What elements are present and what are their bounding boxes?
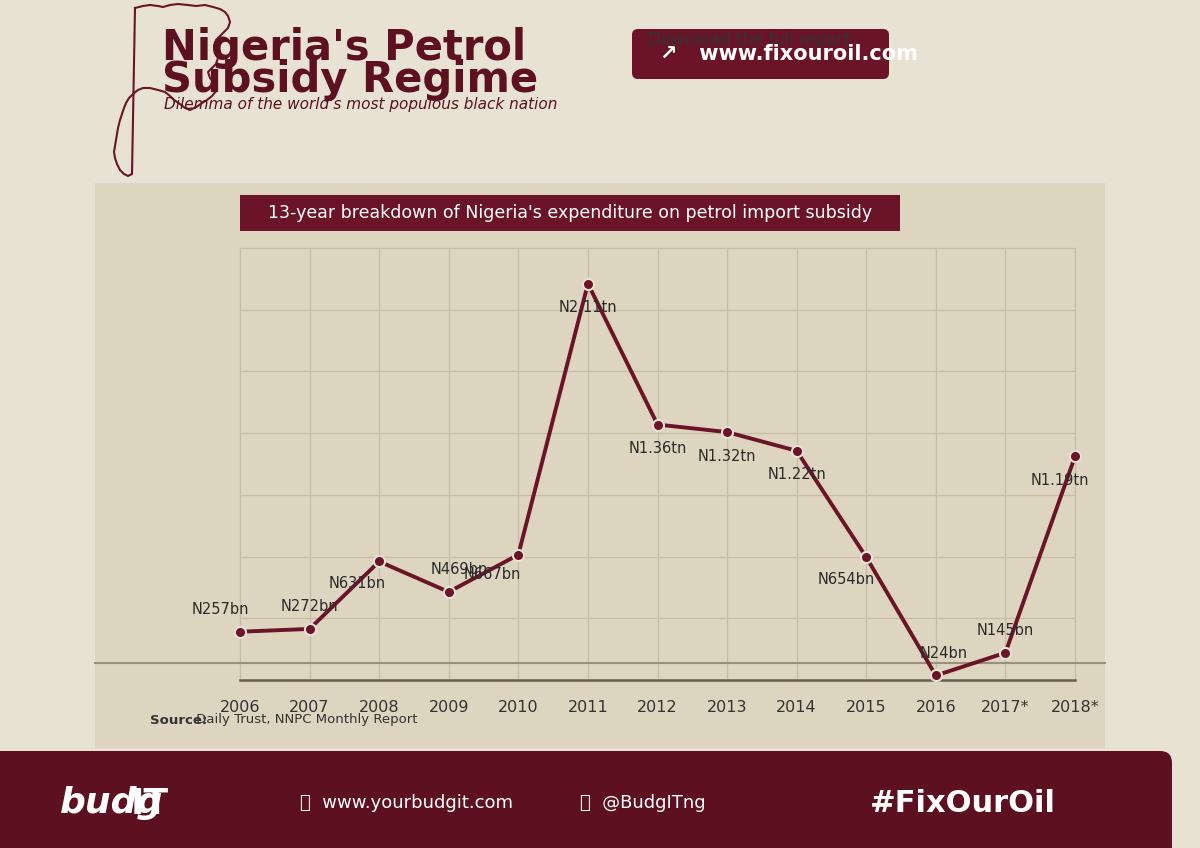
Text: 2007: 2007 bbox=[289, 700, 330, 716]
Text: 2012: 2012 bbox=[637, 700, 678, 716]
Text: 2014: 2014 bbox=[776, 700, 817, 716]
Text: N24bn: N24bn bbox=[919, 646, 968, 661]
Text: Nigeria's Petrol: Nigeria's Petrol bbox=[162, 27, 526, 69]
Text: budg: budg bbox=[60, 786, 163, 821]
Text: 2016: 2016 bbox=[916, 700, 956, 716]
Text: N654bn: N654bn bbox=[817, 572, 875, 587]
Text: N272bn: N272bn bbox=[281, 600, 338, 615]
Text: Subsidy Regime: Subsidy Regime bbox=[162, 59, 538, 101]
Bar bbox=[240, 195, 900, 231]
Text: N1.19tn: N1.19tn bbox=[1031, 473, 1090, 488]
Text: 🌐  www.yourbudgit.com: 🌐 www.yourbudgit.com bbox=[300, 795, 514, 812]
Text: 2006: 2006 bbox=[220, 700, 260, 716]
Text: #FixOurOil: #FixOurOil bbox=[870, 789, 1056, 818]
Text: 2015: 2015 bbox=[846, 700, 887, 716]
Text: N1.32tn: N1.32tn bbox=[698, 449, 756, 464]
Text: IT: IT bbox=[131, 786, 169, 821]
Text: Source:: Source: bbox=[150, 713, 208, 727]
Text: Download the full report:: Download the full report: bbox=[648, 31, 856, 49]
FancyBboxPatch shape bbox=[0, 763, 1130, 848]
FancyBboxPatch shape bbox=[0, 751, 1172, 848]
Text: ↗   www.fixouroil.com: ↗ www.fixouroil.com bbox=[660, 44, 918, 64]
Text: N257bn: N257bn bbox=[191, 602, 248, 617]
Text: N1.22tn: N1.22tn bbox=[767, 467, 826, 483]
Text: 2008: 2008 bbox=[359, 700, 400, 716]
Text: 2010: 2010 bbox=[498, 700, 539, 716]
Text: 2011: 2011 bbox=[568, 700, 608, 716]
Text: N145bn: N145bn bbox=[977, 623, 1034, 639]
FancyBboxPatch shape bbox=[632, 29, 889, 79]
Text: 🐦  @BudgITng: 🐦 @BudgITng bbox=[580, 795, 706, 812]
Text: N631bn: N631bn bbox=[329, 576, 385, 591]
Text: 13-year breakdown of Nigeria's expenditure on petrol import subsidy: 13-year breakdown of Nigeria's expenditu… bbox=[268, 204, 872, 222]
Text: 2017*: 2017* bbox=[982, 700, 1030, 716]
Text: N1.36tn: N1.36tn bbox=[629, 441, 686, 456]
Text: 2009: 2009 bbox=[428, 700, 469, 716]
Text: N2.11tn: N2.11tn bbox=[559, 300, 617, 315]
Text: N667bn: N667bn bbox=[463, 567, 521, 583]
Text: 2018*: 2018* bbox=[1051, 700, 1099, 716]
Text: Dilemma of the world's most populous black nation: Dilemma of the world's most populous bla… bbox=[164, 98, 557, 113]
Bar bbox=[95, 183, 1105, 748]
Text: Daily Trust, NNPC Monthly Report: Daily Trust, NNPC Monthly Report bbox=[192, 713, 418, 727]
Text: N469bn: N469bn bbox=[430, 562, 487, 577]
Text: 2013: 2013 bbox=[707, 700, 748, 716]
